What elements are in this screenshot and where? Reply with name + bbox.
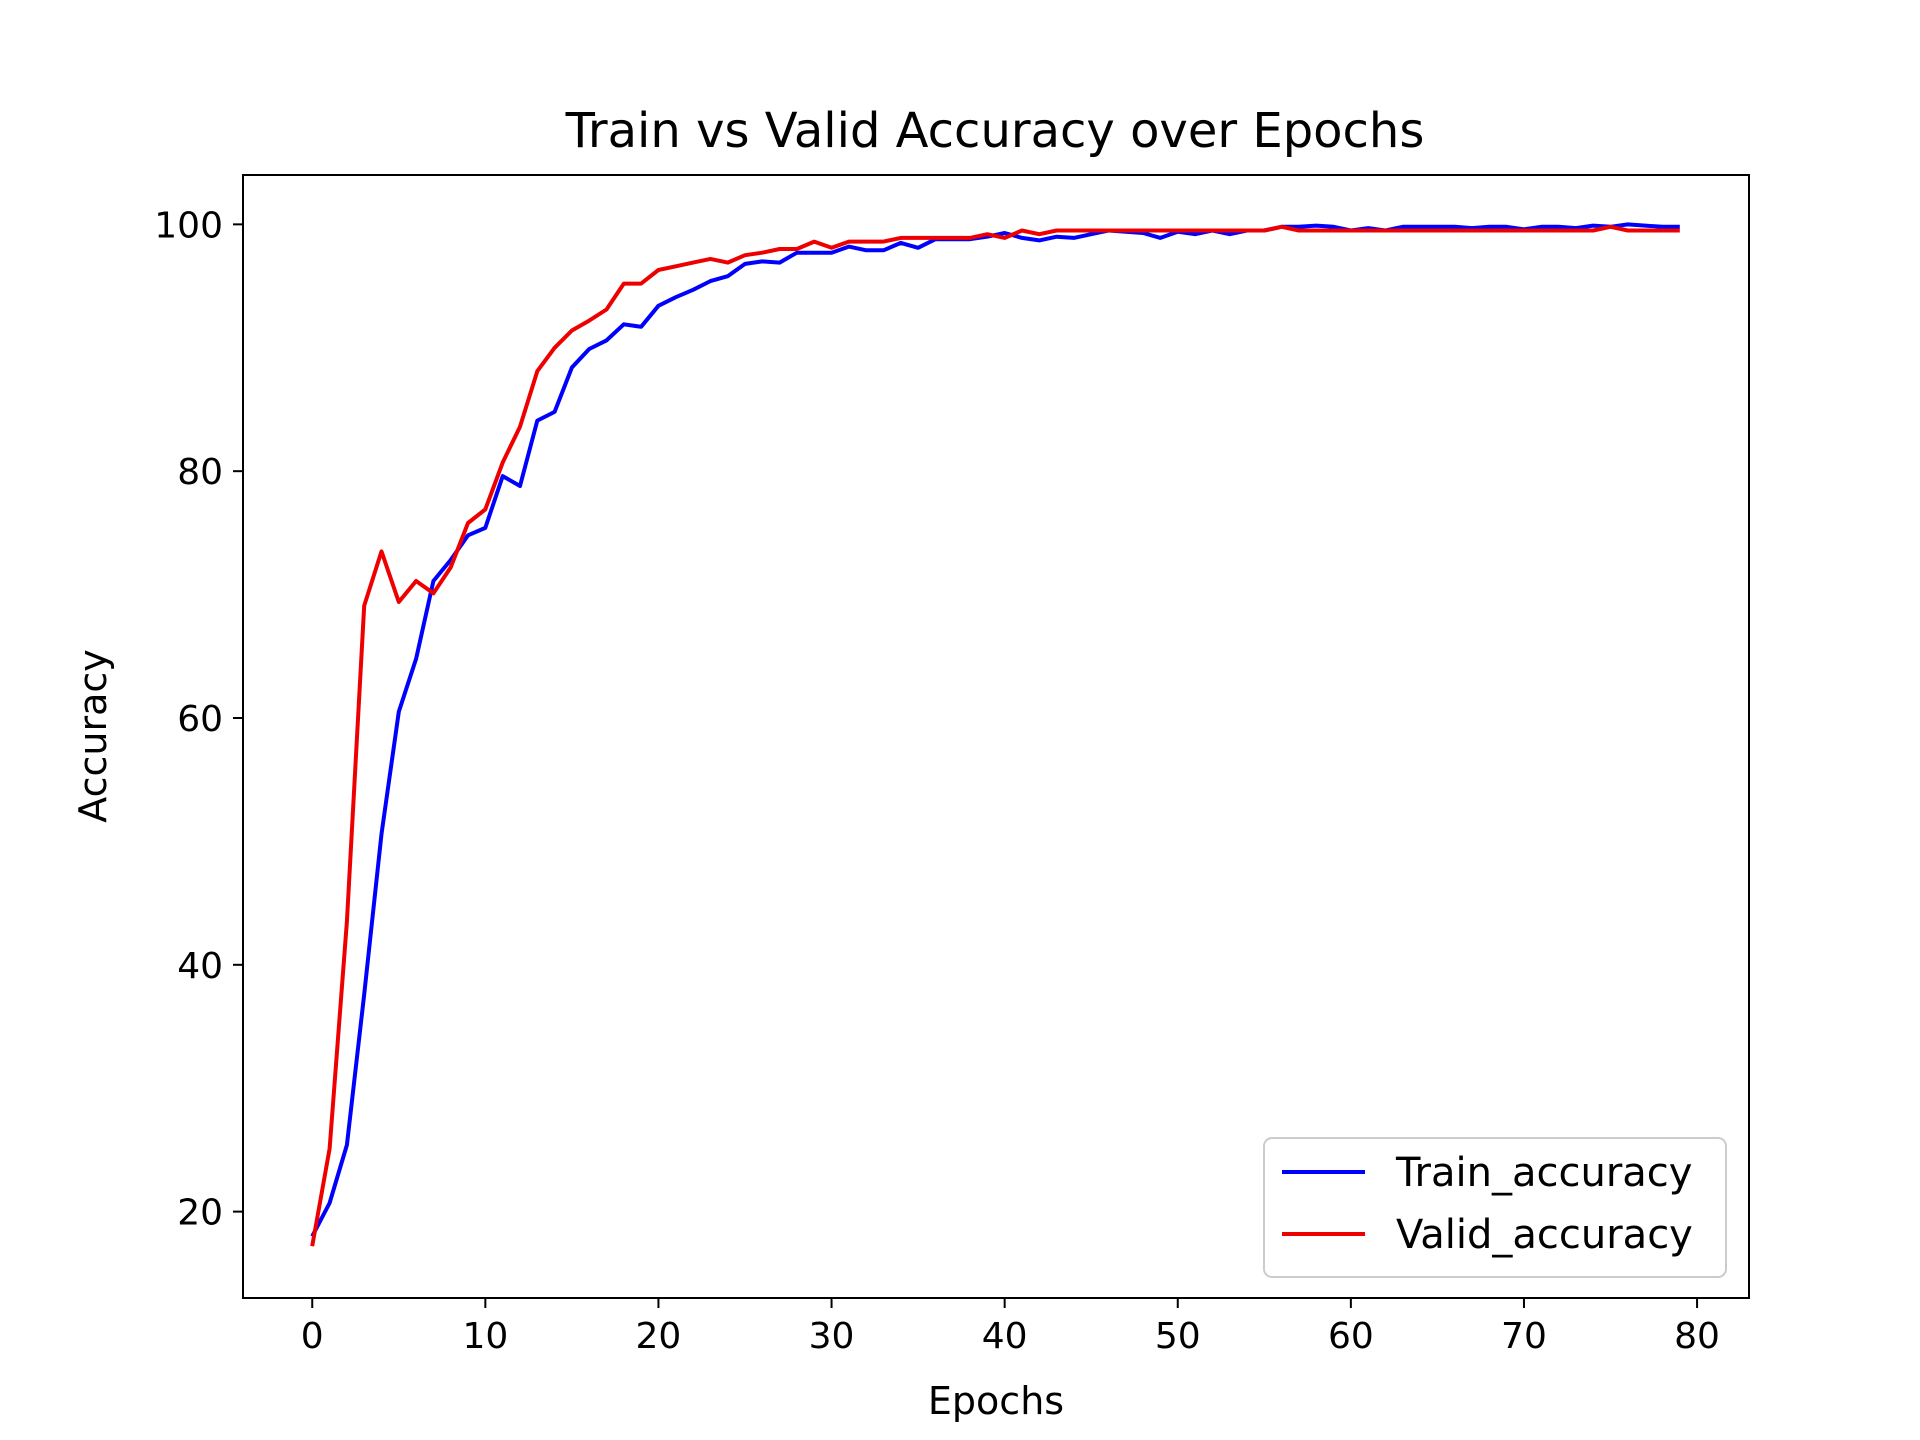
x-tick-label: 10 bbox=[462, 1316, 508, 1357]
legend-box bbox=[1263, 1137, 1727, 1278]
plot-area bbox=[242, 174, 1750, 1299]
plot-frame bbox=[242, 174, 1750, 1299]
x-tick-label: 70 bbox=[1501, 1316, 1547, 1357]
y-tick-label: 20 bbox=[177, 1193, 223, 1234]
y-tick-label: 80 bbox=[177, 452, 223, 493]
x-tick-label: 50 bbox=[1155, 1316, 1201, 1357]
y-axis: 20 40 60 80 100 bbox=[154, 205, 243, 1234]
x-tick-label: 30 bbox=[809, 1316, 855, 1357]
x-tick-label: 60 bbox=[1328, 1316, 1374, 1357]
y-axis-title: Accuracy bbox=[71, 649, 115, 823]
x-axis: 0 10 20 30 40 50 60 70 80 bbox=[301, 1298, 1720, 1357]
y-tick-label: 60 bbox=[177, 699, 223, 740]
series-layer bbox=[310, 222, 1680, 1247]
legend-label-train-accuracy: Train_accuracy bbox=[1395, 1150, 1692, 1196]
chart-title: Train vs Valid Accuracy over Epochs bbox=[565, 103, 1425, 159]
x-tick-label: 0 bbox=[301, 1316, 324, 1357]
x-tick-label: 40 bbox=[982, 1316, 1028, 1357]
legend-label-valid-accuracy: Valid_accuracy bbox=[1396, 1212, 1693, 1258]
y-tick-label: 100 bbox=[154, 205, 223, 246]
legend: Train_accuracy Valid_accuracy bbox=[1263, 1137, 1727, 1278]
series-line-valid-accuracy bbox=[310, 224, 1680, 1247]
x-axis-title: Epochs bbox=[928, 1379, 1064, 1423]
x-tick-label: 80 bbox=[1674, 1316, 1720, 1357]
x-tick-label: 20 bbox=[636, 1316, 682, 1357]
legend-items: Train_accuracy Valid_accuracy bbox=[1282, 1150, 1693, 1258]
y-tick-label: 40 bbox=[177, 946, 223, 987]
